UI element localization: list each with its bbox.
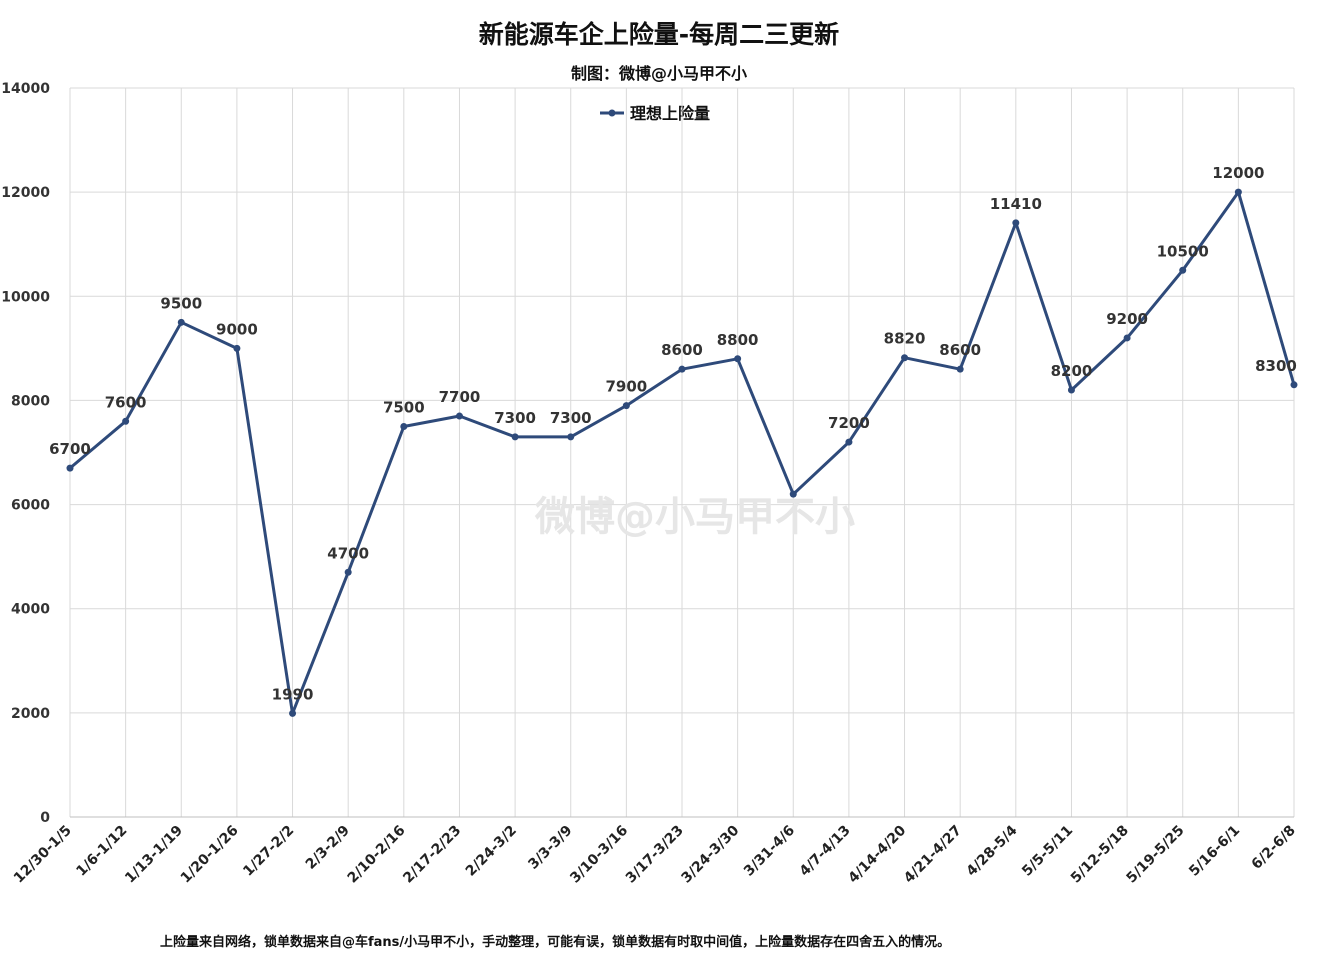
x-tick-label: 4/7-4/13 [797,823,854,880]
x-tick-label: 1/13-1/19 [122,823,186,887]
data-label: 9000 [216,320,258,338]
data-point [455,412,463,420]
series-line-lixiang [66,188,1298,717]
x-tick-label: 5/16-6/1 [1186,823,1243,880]
data-label: 7500 [383,398,425,416]
legend: 理想上险量 [600,104,710,123]
x-tick-label: 2/24-3/2 [463,823,520,880]
x-tick-label: 2/17-2/23 [400,823,464,887]
data-point [511,433,519,441]
x-axis: 12/30-1/51/6-1/121/13-1/191/20-1/261/27-… [11,816,1299,887]
data-point [400,422,408,430]
data-point [956,365,964,373]
data-label: 8300 [1255,357,1297,375]
x-tick-label: 12/30-1/5 [11,823,75,887]
y-tick-label: 2000 [11,706,50,722]
y-tick-label: 6000 [11,498,50,514]
data-label: 7300 [494,409,536,427]
chart-subtitle: 制图：微博@小马甲不小 [571,64,747,83]
data-point [1123,334,1131,342]
data-label: 4700 [327,544,369,562]
data-point [567,433,575,441]
data-label: 7600 [105,393,147,411]
legend-marker [608,109,616,117]
x-tick-label: 6/2-6/8 [1249,823,1299,873]
data-point [678,365,686,373]
data-point [1012,219,1020,227]
data-point [233,344,241,352]
data-label: 6700 [49,440,91,458]
data-label: 7900 [605,378,647,396]
data-label: 9500 [160,294,202,312]
x-tick-label: 4/21-4/27 [901,823,965,887]
x-tick-label: 3/31-4/6 [741,823,798,880]
watermark: 微博@小马甲不小 [534,494,855,540]
data-point [789,490,797,498]
data-label: 11410 [990,195,1042,213]
data-point [66,464,74,472]
y-axis: 0 2000 4000 6000 8000 10000 12000 14000 [1,81,50,826]
chart-title: 新能源车企上险量-每周二三更新 [479,20,839,49]
data-label: 7300 [550,409,592,427]
data-label: 8800 [717,331,759,349]
x-tick-label: 5/19-5/25 [1124,823,1188,887]
x-tick-label: 5/5-5/11 [1019,823,1076,880]
y-tick-label: 10000 [1,289,50,305]
x-tick-label: 3/17-3/23 [623,823,687,887]
y-tick-label: 8000 [11,393,50,409]
data-label: 12000 [1212,164,1264,182]
x-tick-label: 1/27-2/2 [240,823,297,880]
y-tick-label: 4000 [11,602,50,618]
data-point [901,354,909,362]
x-tick-label: 3/24-3/30 [678,822,742,886]
y-tick-label: 14000 [1,81,50,97]
data-label: 8820 [884,330,926,348]
data-label: 8200 [1051,362,1093,380]
gridlines [69,87,1295,818]
data-label: 7200 [828,414,870,432]
data-point [122,417,130,425]
x-tick-label: 4/14-4/20 [845,822,909,886]
data-point [734,355,742,363]
x-tick-label: 1/6-1/12 [73,823,130,880]
data-point [622,402,630,410]
data-label: 8600 [939,341,981,359]
data-label: 9200 [1106,310,1148,328]
data-point [177,318,185,326]
data-point [1179,266,1187,274]
x-tick-label: 1/20-1/26 [178,823,242,887]
y-tick-label: 12000 [1,185,50,201]
footnote: 上险量来自网络，锁单数据来自@车fans/小马甲不小，手动整理，可能有误，锁单数… [160,934,950,950]
data-label: 1990 [272,685,314,703]
x-tick-label: 4/28-5/4 [964,822,1021,879]
data-point [1067,386,1075,394]
x-tick-label: 2/3-2/9 [303,823,353,873]
data-point [289,709,297,717]
x-tick-label: 2/10-2/16 [345,823,409,887]
data-point [1290,381,1298,389]
data-labels: 6700 7600 9500 9000 1990 4700 7500 7700 7300 7300… [49,164,1297,703]
data-label: 7700 [439,388,481,406]
data-label: 10500 [1157,242,1209,260]
data-point [344,568,352,576]
y-tick-label: 0 [40,810,50,826]
x-tick-label: 5/12-5/18 [1068,823,1132,887]
x-tick-label: 3/10-3/16 [567,823,631,887]
data-point [845,438,853,446]
data-point [1234,188,1242,196]
x-tick-label: 3/3-3/9 [525,823,575,873]
legend-label: 理想上险量 [630,104,710,123]
data-label: 8600 [661,341,703,359]
